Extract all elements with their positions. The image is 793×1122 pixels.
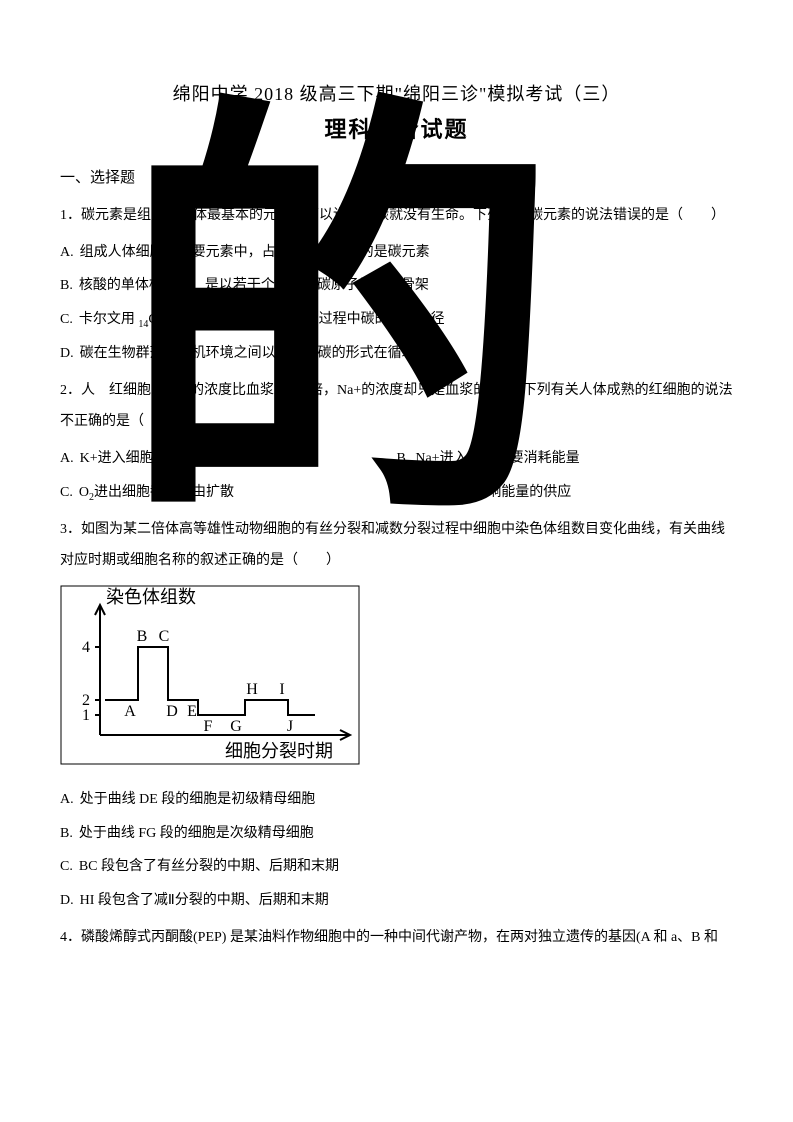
q2-opt-c: C.O2进出细胞都是自由扩散 xyxy=(60,476,397,510)
svg-text:J: J xyxy=(287,718,293,735)
q1-opt-a: A. 组成人体细胞的主要元素中，占细胞鲜重最多的是碳元素 xyxy=(60,236,733,270)
q1-opt-b: B. 核酸的单体核苷酸，是以若干个相连的碳原子为基本骨架 xyxy=(60,269,733,303)
chromosome-chart-svg: 12 4 染色体组数细胞分裂时期 A BC DEFG H I J xyxy=(60,585,360,765)
opt-text: O xyxy=(79,485,89,500)
opt-text: 处于曲线 FG 段的细胞是次级精母细胞 xyxy=(79,826,314,841)
q2-number: 2． xyxy=(60,383,81,398)
q1-opt-d: D. 碳在生物群落和无机环境之间以二氧化碳的形式在循环 xyxy=(60,337,733,371)
q4-number: 4． xyxy=(60,930,81,945)
opt-text: 处于曲线 DE 段的细胞是初级精母细胞 xyxy=(80,792,316,807)
svg-text:C: C xyxy=(159,628,170,645)
q1-text: 碳元素是组成生物体最基本的元素，可以说没有碳就没有生命。下列有关碳元素的说法错误… xyxy=(81,208,725,223)
svg-text:A: A xyxy=(124,703,136,720)
q3-opt-d: D. HI 段包含了减Ⅱ分裂的中期、后期和末期 xyxy=(60,884,733,918)
opt-letter: D. xyxy=(397,485,411,500)
q3-options: A. 处于曲线 DE 段的细胞是初级精母细胞 B. 处于曲线 FG 段的细胞是次级精… xyxy=(60,783,733,917)
svg-text:4: 4 xyxy=(82,639,90,656)
opt-text: 卡尔文用 xyxy=(79,312,139,327)
opt-text: 的多少影响能量的供应 xyxy=(431,485,571,500)
svg-text:细胞分裂时期: 细胞分裂时期 xyxy=(225,741,333,761)
q2-opt-b: B. Na+进入细胞需要消耗能量 xyxy=(397,442,734,476)
svg-text:1: 1 xyxy=(82,707,90,724)
opt-text: 进出细胞都是自由扩散 xyxy=(94,485,234,500)
q1-options: A. 组成人体细胞的主要元素中，占细胞鲜重最多的是碳元素 B. 核酸的单体核苷酸，是… xyxy=(60,236,733,371)
exam-title-sub: 理科综合试题 xyxy=(60,112,733,144)
svg-text:2: 2 xyxy=(82,692,90,709)
q3-text: 如图为某二倍体高等雄性动物细胞的有丝分裂和减数分裂过程中细胞中染色体组数目变化曲… xyxy=(60,522,725,568)
opt-text: K+进入细胞需要消耗能量 xyxy=(80,451,238,466)
q3-chart: 12 4 染色体组数细胞分裂时期 A BC DEFG H I J xyxy=(60,585,733,765)
opt-letter: C. xyxy=(60,859,73,874)
opt-text: 探明了暗反应过程中碳的转移途径 xyxy=(231,312,445,327)
svg-text:I: I xyxy=(279,681,284,698)
q3-opt-c: C. BC 段包含了有丝分裂的中期、后期和末期 xyxy=(60,850,733,884)
opt-letter: A. xyxy=(60,245,74,260)
opt-letter: D. xyxy=(60,893,74,908)
opt-letter: C. xyxy=(60,485,73,500)
q4-text: 磷酸烯醇式丙酮酸(PEP) 是某油料作物细胞中的一种中间代谢产物，在两对独立遗传… xyxy=(81,930,718,945)
opt-text: Na+进入细胞需要消耗能量 xyxy=(415,451,579,466)
svg-text:B: B xyxy=(137,628,148,645)
q2-opt-d: D.O2的多少影响能量的供应 xyxy=(397,476,734,510)
opt-letter: B. xyxy=(60,278,73,293)
exam-title-main: 绵阳中学 2018 级高三下期"绵阳三诊"模拟考试（三） xyxy=(60,80,733,106)
q3-opt-b: B. 处于曲线 FG 段的细胞是次级精母细胞 xyxy=(60,817,733,851)
opt-letter: D. xyxy=(60,346,74,361)
q2-text: 人 红细胞中 K+ 的浓度比血浆高 30 倍，Na+的浓度却只是血浆的 1/6。… xyxy=(60,383,733,429)
q3-number: 3． xyxy=(60,522,81,537)
opt-text: 碳在生物群落和无机环境之间以二氧化碳的形式在循环 xyxy=(80,346,416,361)
isotope-14: 14 xyxy=(138,319,148,330)
svg-text:D: D xyxy=(166,703,178,720)
opt-text: BC 段包含了有丝分裂的中期、后期和末期 xyxy=(79,859,339,874)
opt-text: 组成人体细胞的主要元素中，占细胞鲜重最多的是碳元素 xyxy=(80,245,430,260)
q3-stem: 3．如图为某二倍体高等雄性动物细胞的有丝分裂和减数分裂过程中细胞中染色体组数目变… xyxy=(60,515,733,577)
svg-text:G: G xyxy=(230,718,242,735)
section-1-heading: 一、选择题 xyxy=(60,166,733,187)
svg-text:F: F xyxy=(204,718,213,735)
svg-text:E: E xyxy=(187,703,197,720)
q2-options: A.K+进入细胞需要消耗能量 B.Na+进入细胞需要消耗能量 C.O2进出细胞都… xyxy=(60,442,733,509)
q1-opt-c: C.卡尔文用 14C 标记的 CO2 探明了暗反应过程中碳的转移途径 xyxy=(60,303,733,337)
opt-letter: B. xyxy=(60,826,73,841)
q4-stem: 4．磷酸烯醇式丙酮酸(PEP) 是某油料作物细胞中的一种中间代谢产物，在两对独立… xyxy=(60,923,733,954)
q1-stem: 1．碳元素是组成生物体最基本的元素，可以说没有碳就没有生命。下列有关碳元素的说法… xyxy=(60,201,733,232)
q2-opt-a: A. K+进入细胞需要消耗能量 xyxy=(60,442,397,476)
opt-text: C 标记的 CO xyxy=(148,312,226,327)
q1-number: 1． xyxy=(60,208,81,223)
q3-opt-a: A. 处于曲线 DE 段的细胞是初级精母细胞 xyxy=(60,783,733,817)
opt-text: O xyxy=(416,485,426,500)
opt-letter: A. xyxy=(60,792,74,807)
svg-text:染色体组数: 染色体组数 xyxy=(106,587,196,607)
opt-text: HI 段包含了减Ⅱ分裂的中期、后期和末期 xyxy=(80,893,329,908)
q2-stem: 2．人 红细胞中 K+ 的浓度比血浆高 30 倍，Na+的浓度却只是血浆的 1/… xyxy=(60,376,733,438)
opt-letter: B. xyxy=(397,451,410,466)
opt-text: 核酸的单体核苷酸，是以若干个相连的碳原子为基本骨架 xyxy=(79,278,429,293)
opt-letter: C. xyxy=(60,312,73,327)
svg-text:H: H xyxy=(246,681,258,698)
opt-letter: A. xyxy=(60,451,74,466)
